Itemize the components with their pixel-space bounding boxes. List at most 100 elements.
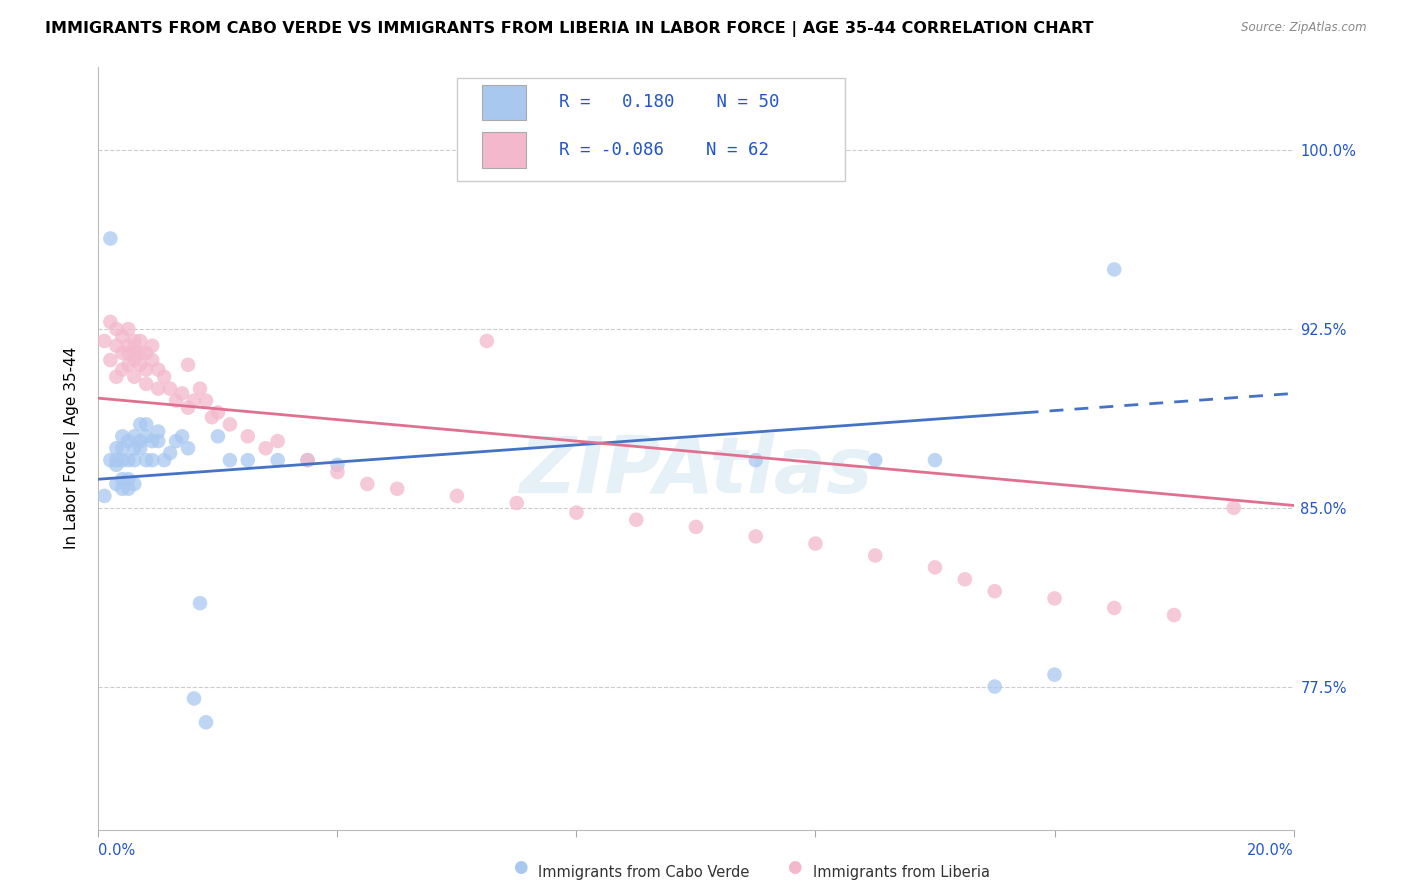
- Text: R = -0.086    N = 62: R = -0.086 N = 62: [558, 141, 769, 159]
- Point: [124, 477, 146, 491]
- Point: [165, 393, 187, 408]
- Point: [385, 482, 409, 496]
- Point: [124, 369, 146, 384]
- Point: [297, 453, 319, 467]
- Text: ●: ●: [513, 858, 527, 876]
- Point: [117, 322, 139, 336]
- Point: [117, 346, 139, 360]
- Point: [111, 482, 134, 496]
- Point: [172, 386, 194, 401]
- Point: [953, 572, 976, 586]
- Point: [111, 429, 134, 443]
- Point: [267, 434, 290, 448]
- Point: [93, 334, 115, 348]
- Point: [98, 231, 122, 245]
- Point: [865, 549, 887, 563]
- Point: [129, 417, 152, 432]
- FancyBboxPatch shape: [482, 133, 526, 168]
- Text: Source: ZipAtlas.com: Source: ZipAtlas.com: [1241, 21, 1367, 35]
- Point: [111, 441, 134, 455]
- Point: [188, 596, 211, 610]
- FancyBboxPatch shape: [482, 85, 526, 120]
- Point: [105, 453, 128, 467]
- Point: [111, 329, 134, 343]
- Point: [135, 346, 157, 360]
- Point: [188, 382, 211, 396]
- Point: [159, 446, 181, 460]
- Point: [804, 536, 827, 550]
- Point: [124, 346, 146, 360]
- Point: [153, 369, 176, 384]
- Point: [124, 441, 146, 455]
- Point: [626, 513, 648, 527]
- Point: [117, 453, 139, 467]
- Point: [207, 405, 229, 419]
- Text: R =   0.180    N = 50: R = 0.180 N = 50: [558, 94, 779, 112]
- Point: [159, 382, 181, 396]
- Point: [129, 334, 152, 348]
- Point: [111, 472, 134, 486]
- Point: [565, 506, 588, 520]
- Point: [1223, 500, 1246, 515]
- Point: [984, 584, 1007, 599]
- Point: [93, 489, 115, 503]
- Point: [111, 346, 134, 360]
- Point: [111, 362, 134, 376]
- Point: [984, 680, 1007, 694]
- Point: [117, 434, 139, 448]
- Point: [1163, 608, 1185, 623]
- Point: [129, 434, 152, 448]
- Point: [105, 322, 128, 336]
- Point: [111, 453, 134, 467]
- Point: [141, 353, 163, 368]
- Point: [105, 441, 128, 455]
- Point: [195, 715, 218, 730]
- Point: [219, 417, 242, 432]
- Point: [201, 410, 224, 425]
- Text: Immigrants from Cabo Verde: Immigrants from Cabo Verde: [538, 865, 749, 880]
- Point: [446, 489, 468, 503]
- Point: [195, 393, 218, 408]
- Point: [172, 429, 194, 443]
- Point: [98, 353, 122, 368]
- Point: [124, 334, 146, 348]
- Point: [135, 429, 157, 443]
- Point: [236, 453, 259, 467]
- Point: [165, 434, 187, 448]
- Point: [124, 429, 146, 443]
- Point: [98, 315, 122, 329]
- Point: [297, 453, 319, 467]
- Point: [135, 417, 157, 432]
- Point: [141, 453, 163, 467]
- Point: [745, 529, 768, 543]
- Point: [129, 358, 152, 372]
- Point: [177, 358, 200, 372]
- Point: [865, 453, 887, 467]
- Point: [105, 369, 128, 384]
- Point: [924, 560, 946, 574]
- Point: [326, 458, 349, 472]
- Point: [117, 358, 139, 372]
- Point: [1043, 667, 1066, 681]
- Text: ●: ●: [787, 858, 801, 876]
- Point: [148, 434, 170, 448]
- Point: [924, 453, 946, 467]
- Point: [117, 339, 139, 353]
- Text: 20.0%: 20.0%: [1247, 843, 1294, 857]
- Text: 0.0%: 0.0%: [98, 843, 135, 857]
- Point: [153, 453, 176, 467]
- Point: [267, 453, 290, 467]
- Text: ZIPAtlas: ZIPAtlas: [519, 434, 873, 509]
- Point: [356, 477, 378, 491]
- Point: [475, 334, 498, 348]
- Point: [1104, 262, 1126, 277]
- Point: [236, 429, 259, 443]
- Point: [219, 453, 242, 467]
- Point: [129, 346, 152, 360]
- Point: [148, 362, 170, 376]
- Point: [135, 453, 157, 467]
- Point: [183, 393, 205, 408]
- Point: [117, 472, 139, 486]
- Point: [117, 482, 139, 496]
- Point: [177, 441, 200, 455]
